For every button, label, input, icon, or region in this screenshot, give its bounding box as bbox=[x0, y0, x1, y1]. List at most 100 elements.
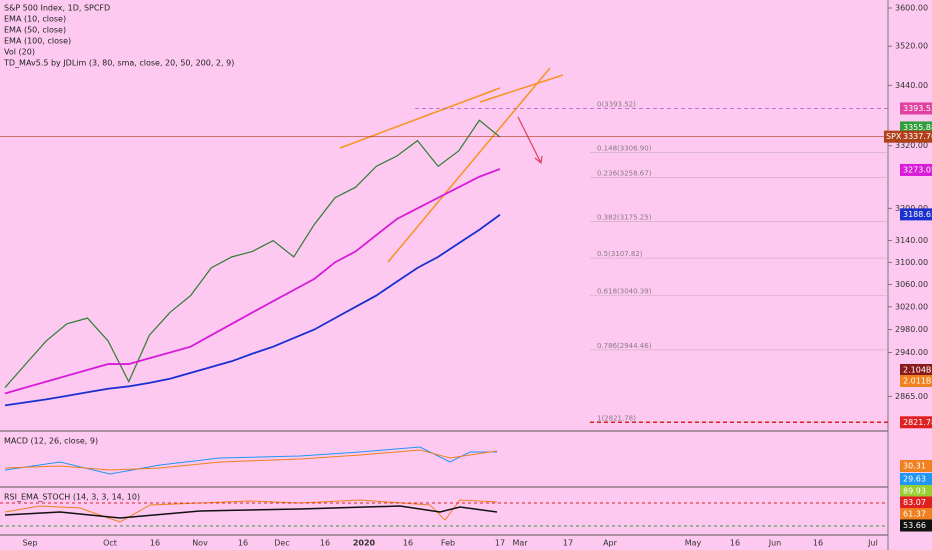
rsi-tag: 53.66 bbox=[900, 519, 932, 532]
y-tick-label: 2940.00 bbox=[895, 348, 928, 357]
time-label: 16 bbox=[403, 539, 413, 548]
fib-label: 0.786(2944.46) bbox=[597, 342, 652, 350]
time-label: Sep bbox=[22, 539, 37, 548]
price-tag-bg bbox=[900, 416, 932, 429]
macd-tag: 29.63 bbox=[900, 473, 932, 485]
rsi-tag: 83.07 bbox=[900, 496, 932, 509]
price-tag-text: 3273.05 bbox=[903, 165, 932, 174]
volume-tag-text: 2.104B bbox=[903, 366, 931, 375]
fib-label: 0.148(3306.90) bbox=[597, 144, 652, 152]
rsi-tag-bg bbox=[900, 508, 932, 520]
fib-label: 0.618(3040.39) bbox=[597, 287, 652, 295]
rsi-stoch bbox=[4, 499, 498, 523]
macd-line bbox=[4, 446, 497, 475]
rsi-tag-text: 89.93 bbox=[903, 487, 926, 496]
y-tick-label: 2980.00 bbox=[895, 325, 928, 334]
y-tick-label: 3440.00 bbox=[895, 81, 928, 90]
volume-tag-bg bbox=[900, 364, 932, 376]
title: S&P 500 Index, 1D, SPCFD bbox=[4, 4, 110, 13]
macd-tag-text: 29.63 bbox=[903, 475, 926, 484]
price-line bbox=[4, 119, 501, 388]
macd-tag-text: 30.31 bbox=[903, 462, 926, 471]
macd-tag-bg bbox=[900, 473, 932, 485]
macd-tag-bg bbox=[900, 460, 932, 472]
y-tick-label: 2865.00 bbox=[895, 392, 928, 401]
time-label: Jun bbox=[768, 539, 782, 548]
fib-label: 0.5(3107.82) bbox=[597, 250, 643, 258]
time-label: 17 bbox=[563, 539, 573, 548]
y-tick-label: 3320.00 bbox=[895, 141, 928, 150]
indicator-label: EMA (50, close) bbox=[4, 26, 66, 35]
time-label: Feb bbox=[441, 539, 455, 548]
price-tag-text: 3337.76 bbox=[903, 132, 932, 141]
price-tag: 3273.05 bbox=[900, 163, 932, 176]
price-tag: 3355.88 bbox=[900, 121, 932, 134]
rsi-tag: 89.93 bbox=[900, 485, 932, 497]
y-tick-label: 3600.00 bbox=[895, 4, 928, 13]
fib-label: 0.382(3175.25) bbox=[597, 214, 652, 222]
price-tag-text: 3188.65 bbox=[903, 210, 932, 219]
time-label: May bbox=[685, 539, 702, 548]
y-tick-label: 3020.00 bbox=[895, 302, 928, 311]
time-label: 16 bbox=[320, 539, 330, 548]
indicator-label: EMA (100, close) bbox=[4, 37, 71, 46]
y-tick-label: 3520.00 bbox=[895, 42, 928, 51]
y-tick-label: 3100.00 bbox=[895, 258, 928, 267]
indicator-label: Vol (20) bbox=[4, 48, 35, 57]
time-label: 16 bbox=[150, 539, 160, 548]
symbol-tag-text: SPX bbox=[886, 132, 902, 141]
price-tag-bg bbox=[900, 130, 932, 143]
price-tag-text: 3393.52 bbox=[903, 104, 932, 113]
trend-line bbox=[479, 74, 564, 103]
trend-line bbox=[387, 67, 551, 263]
price-tag-bg bbox=[900, 121, 932, 134]
price-tag: 3188.65 bbox=[900, 208, 932, 221]
time-label: 16 bbox=[813, 539, 823, 548]
indicator-label: TD_MAv5.5 by JDLim (3, 80, sma, close, 2… bbox=[3, 59, 234, 68]
time-label: 2020 bbox=[353, 539, 376, 548]
y-tick-label: 3060.00 bbox=[895, 280, 928, 289]
symbol-tag-bg bbox=[884, 130, 900, 143]
indicator-label: EMA (10, close) bbox=[4, 15, 66, 24]
fib-label: 1(2821.78) bbox=[597, 414, 636, 422]
time-label: Dec bbox=[274, 539, 289, 548]
macd-tag: 30.31 bbox=[900, 460, 932, 472]
time-label: Nov bbox=[192, 539, 208, 548]
y-tick-label: 3200.00 bbox=[895, 204, 928, 213]
trend-line bbox=[339, 87, 501, 149]
price-tag-bg bbox=[900, 102, 932, 115]
price-tag-text: 3355.88 bbox=[903, 123, 932, 132]
rsi-tag-text: 53.66 bbox=[903, 521, 926, 530]
volume-tag: 2.011B bbox=[900, 375, 932, 387]
rsi-tag-bg bbox=[900, 496, 932, 509]
price-line bbox=[4, 168, 501, 395]
time-label: 17 bbox=[495, 539, 505, 548]
volume-tag-bg bbox=[900, 375, 932, 387]
price-tag-bg bbox=[900, 163, 932, 176]
time-label: Oct bbox=[103, 539, 117, 548]
time-label: Apr bbox=[603, 539, 618, 548]
price-line bbox=[4, 214, 501, 407]
rsi-tag-bg bbox=[900, 519, 932, 532]
price-tag: 2821.78 bbox=[900, 416, 932, 429]
rsi-tag-text: 83.07 bbox=[903, 498, 926, 507]
time-label: Mar bbox=[512, 539, 528, 548]
fib-label: 0.236(3258.67) bbox=[597, 169, 652, 177]
rsi-tag: 61.37 bbox=[900, 508, 932, 520]
price-tag: 3393.52 bbox=[900, 102, 932, 115]
rsi-ema bbox=[4, 505, 498, 519]
volume-tag-text: 2.011B bbox=[903, 377, 931, 386]
time-label: Jul bbox=[867, 539, 878, 548]
macd-label: MACD (12, 26, close, 9) bbox=[4, 437, 98, 446]
fib-label: 0(3393.52) bbox=[597, 100, 636, 108]
rsi-label: RSI_EMA_STOCH (14, 3, 3, 14, 10) bbox=[4, 493, 140, 502]
arrow bbox=[517, 116, 543, 165]
price-tag-text: 2821.78 bbox=[903, 418, 932, 427]
volume-tag: 2.104B bbox=[900, 364, 932, 376]
price-tag-bg bbox=[900, 208, 932, 221]
time-label: 16 bbox=[238, 539, 248, 548]
rsi-tag-text: 61.37 bbox=[903, 510, 926, 519]
macd-signal bbox=[4, 449, 498, 471]
rsi-tag-bg bbox=[900, 485, 932, 497]
